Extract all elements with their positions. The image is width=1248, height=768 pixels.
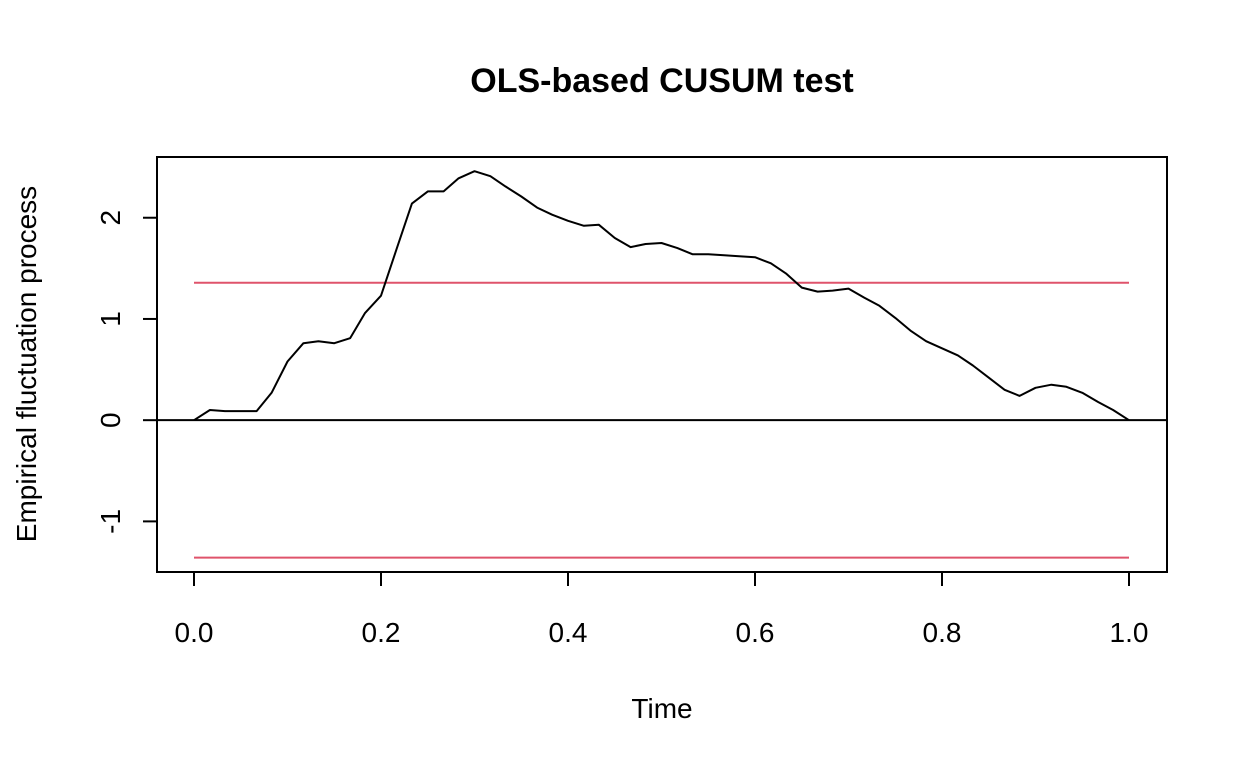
y-tick-label: 2 — [95, 210, 126, 226]
x-tick-label: 0.4 — [549, 617, 588, 648]
plot-frame — [156, 156, 1168, 573]
series-line-0 — [193, 170, 1130, 422]
y-tick-label: -1 — [95, 509, 126, 534]
x-tick-label: 0.6 — [736, 617, 775, 648]
y-tick-label: 1 — [95, 311, 126, 327]
x-axis-label: Time — [631, 693, 692, 724]
x-tick-label: 0.8 — [923, 617, 962, 648]
x-tick-label: 1.0 — [1110, 617, 1149, 648]
y-axis-label: Empirical fluctuation process — [11, 186, 42, 542]
y-tick-label: 0 — [95, 412, 126, 428]
y-axis: -1 0 1 2 — [95, 210, 158, 534]
x-axis: 0.0 0.2 0.4 0.6 0.8 1.0 — [175, 571, 1149, 648]
x-tick-label: 0.0 — [175, 617, 214, 648]
chart-title: OLS-based CUSUM test — [470, 62, 854, 100]
x-tick-label: 0.2 — [362, 617, 401, 648]
